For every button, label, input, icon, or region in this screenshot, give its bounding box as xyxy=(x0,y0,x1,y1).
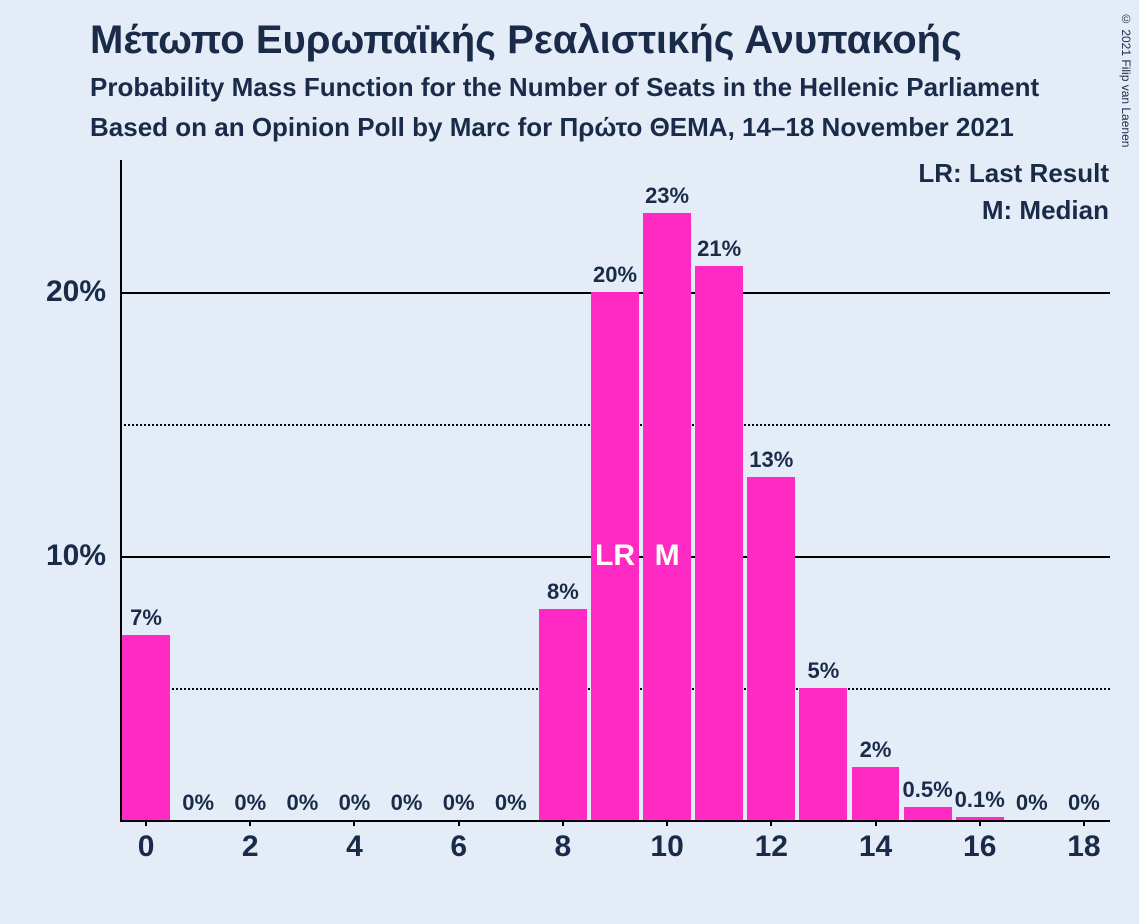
chart-title: Μέτωπο Ευρωπαϊκής Ρεαλιστικής Ανυπακοής xyxy=(90,18,962,63)
bar-value-label: 0% xyxy=(495,790,527,816)
x-tick-label: 12 xyxy=(755,830,788,864)
x-tick-label: 6 xyxy=(450,830,467,864)
bar-value-label: 0% xyxy=(443,790,475,816)
bar-value-label: 0% xyxy=(391,790,423,816)
x-tick-label: 10 xyxy=(650,830,683,864)
bar-value-label: 8% xyxy=(547,579,579,605)
x-tick xyxy=(666,820,668,826)
bar-value-label: 21% xyxy=(697,236,741,262)
x-tick-label: 16 xyxy=(963,830,996,864)
bar xyxy=(539,609,587,820)
bar xyxy=(747,477,795,820)
bar-value-label: 0% xyxy=(339,790,371,816)
x-tick xyxy=(979,820,981,826)
x-tick-label: 18 xyxy=(1067,830,1100,864)
x-tick-label: 2 xyxy=(242,830,259,864)
bar-value-label: 0.5% xyxy=(903,777,953,803)
x-axis xyxy=(120,820,1110,822)
x-tick xyxy=(1083,820,1085,826)
x-tick xyxy=(562,820,564,826)
bar-value-label: 13% xyxy=(749,447,793,473)
x-tick-label: 0 xyxy=(138,830,155,864)
chart-subtitle-1: Probability Mass Function for the Number… xyxy=(90,72,1039,103)
bar xyxy=(643,213,691,820)
x-tick xyxy=(875,820,877,826)
x-tick-label: 4 xyxy=(346,830,363,864)
bar-value-label: 0% xyxy=(1016,790,1048,816)
bar xyxy=(122,635,170,820)
x-tick xyxy=(145,820,147,826)
copyright: © 2021 Filip van Laenen xyxy=(1119,12,1133,147)
bar-value-label: 0% xyxy=(182,790,214,816)
chart-subtitle-2: Based on an Opinion Poll by Marc for Πρώ… xyxy=(90,112,1014,143)
bar-inner-label: M xyxy=(655,539,680,573)
bar-value-label: 0.1% xyxy=(955,787,1005,813)
y-tick-label: 20% xyxy=(46,275,106,309)
bar xyxy=(956,817,1004,820)
bar-value-label: 5% xyxy=(808,658,840,684)
bar-value-label: 0% xyxy=(1068,790,1100,816)
x-tick xyxy=(458,820,460,826)
x-tick xyxy=(770,820,772,826)
x-tick xyxy=(249,820,251,826)
bar xyxy=(799,688,847,820)
bar-value-label: 23% xyxy=(645,183,689,209)
bar-value-label: 7% xyxy=(130,605,162,631)
bar xyxy=(904,807,952,820)
x-tick-label: 14 xyxy=(859,830,892,864)
bar-inner-label: LR xyxy=(595,539,635,573)
bar-value-label: 0% xyxy=(234,790,266,816)
bar-value-label: 20% xyxy=(593,262,637,288)
x-tick-label: 8 xyxy=(555,830,572,864)
x-tick xyxy=(353,820,355,826)
chart-plot-area: 10%20%0246810121416187%0%0%0%0%0%0%0%8%2… xyxy=(120,160,1110,820)
bar xyxy=(695,266,743,820)
bar-value-label: 2% xyxy=(860,737,892,763)
bar xyxy=(852,767,900,820)
bar-value-label: 0% xyxy=(286,790,318,816)
y-tick-label: 10% xyxy=(46,539,106,573)
